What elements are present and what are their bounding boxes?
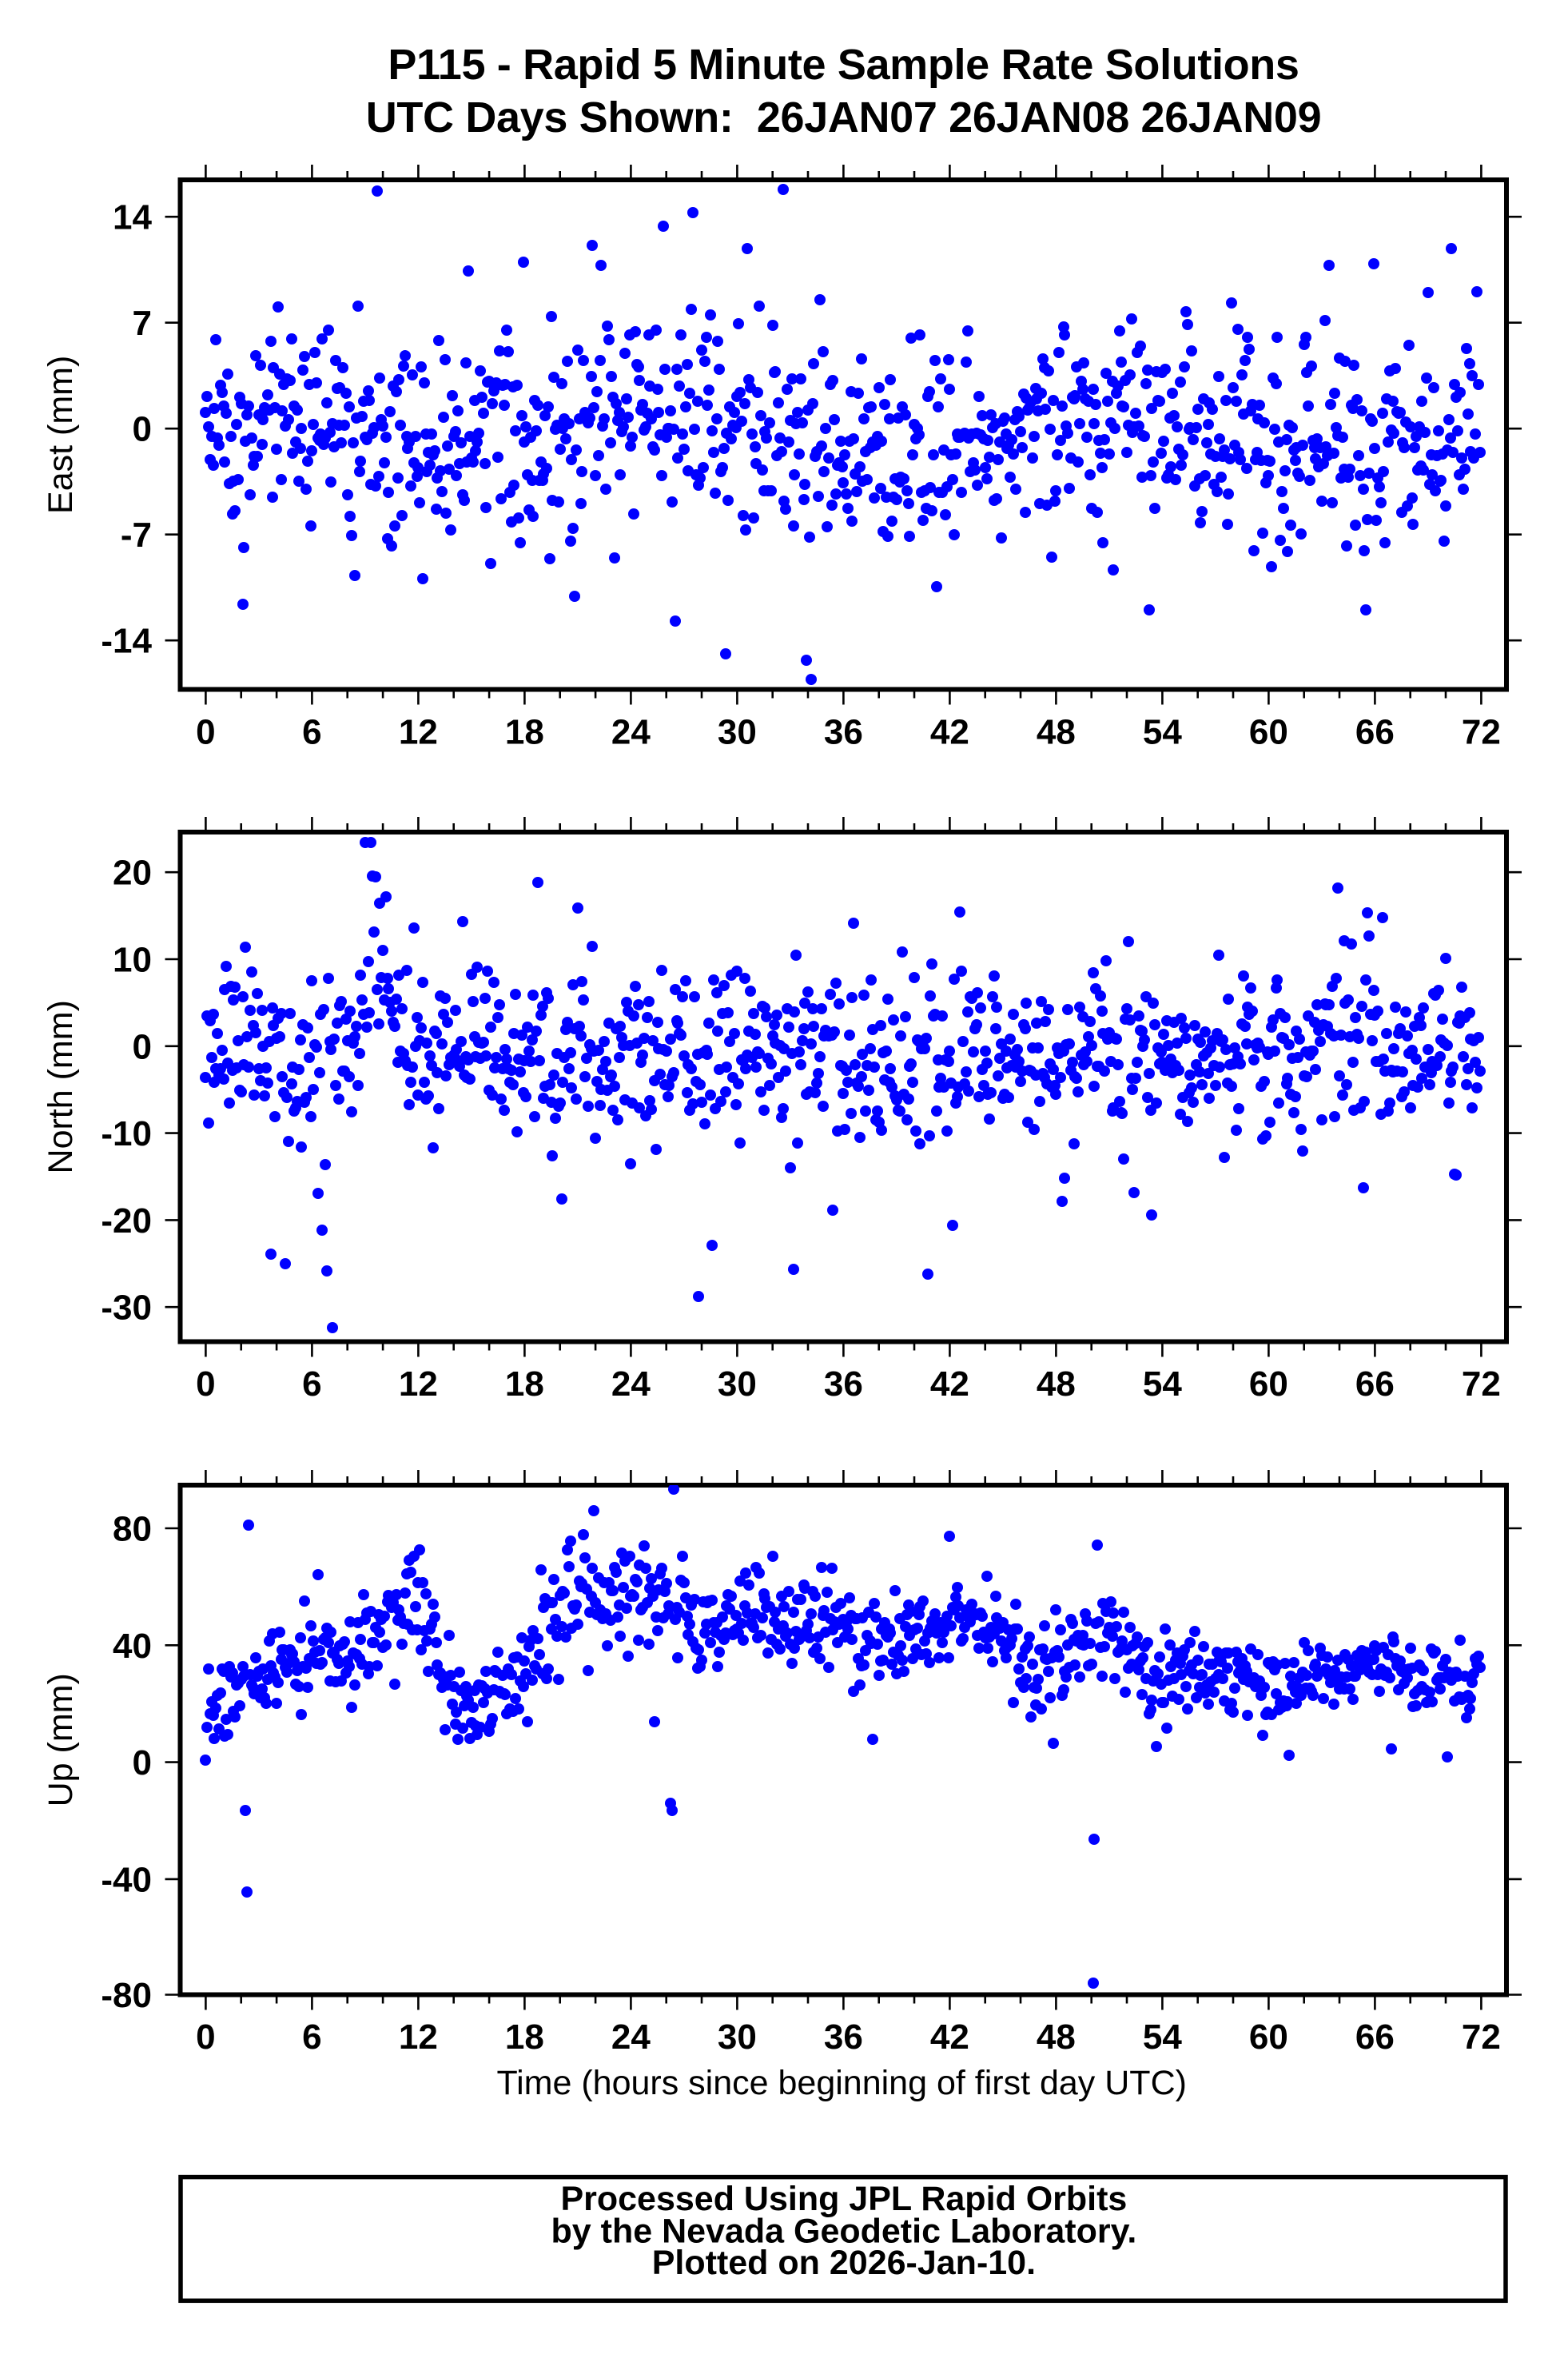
svg-text:-80: -80 <box>101 1976 152 2015</box>
svg-text:-7: -7 <box>121 516 152 555</box>
svg-text:24: 24 <box>611 713 651 752</box>
svg-text:36: 36 <box>824 713 863 752</box>
svg-text:48: 48 <box>1037 2017 1076 2057</box>
svg-text:P115 - Rapid 5 Minute Sample R: P115 - Rapid 5 Minute Sample Rate Soluti… <box>388 41 1299 89</box>
svg-text:72: 72 <box>1462 1364 1501 1404</box>
svg-text:80: 80 <box>113 1510 152 1549</box>
svg-text:60: 60 <box>1249 2017 1288 2057</box>
svg-text:24: 24 <box>611 2017 651 2057</box>
svg-text:0: 0 <box>196 2017 215 2057</box>
svg-text:12: 12 <box>399 2017 438 2057</box>
svg-text:12: 12 <box>399 1364 438 1404</box>
svg-text:0: 0 <box>133 410 152 449</box>
svg-text:10: 10 <box>113 941 152 980</box>
svg-text:14: 14 <box>113 198 152 237</box>
svg-text:0: 0 <box>196 1364 215 1404</box>
svg-text:Processed Using JPL Rapid Orbi: Processed Using JPL Rapid Orbits <box>560 2180 1127 2218</box>
svg-text:54: 54 <box>1143 1364 1182 1404</box>
svg-text:72: 72 <box>1462 713 1501 752</box>
svg-text:54: 54 <box>1143 2017 1182 2057</box>
svg-text:42: 42 <box>930 1364 969 1404</box>
svg-text:UTC Days Shown: 26JAN07 26JAN: UTC Days Shown: 26JAN07 26JAN08 26JAN09 <box>366 94 1322 141</box>
svg-text:-30: -30 <box>101 1289 152 1328</box>
svg-text:-10: -10 <box>101 1114 152 1153</box>
svg-text:36: 36 <box>824 2017 863 2057</box>
svg-text:East (mm): East (mm) <box>42 356 80 514</box>
svg-text:18: 18 <box>505 1364 544 1404</box>
svg-text:30: 30 <box>718 713 757 752</box>
svg-text:Plotted on 2026-Jan-10.: Plotted on 2026-Jan-10. <box>652 2244 1036 2282</box>
svg-text:6: 6 <box>302 1364 321 1404</box>
svg-text:6: 6 <box>302 2017 321 2057</box>
svg-text:48: 48 <box>1037 1364 1076 1404</box>
svg-text:18: 18 <box>505 713 544 752</box>
svg-text:72: 72 <box>1462 2017 1501 2057</box>
svg-text:0: 0 <box>133 1743 152 1782</box>
svg-text:60: 60 <box>1249 1364 1288 1404</box>
svg-text:54: 54 <box>1143 713 1182 752</box>
svg-text:40: 40 <box>113 1627 152 1666</box>
svg-text:-14: -14 <box>101 622 152 661</box>
svg-text:60: 60 <box>1249 713 1288 752</box>
svg-text:12: 12 <box>399 713 438 752</box>
svg-text:0: 0 <box>196 713 215 752</box>
svg-text:6: 6 <box>302 713 321 752</box>
svg-text:30: 30 <box>718 2017 757 2057</box>
svg-text:0: 0 <box>133 1027 152 1066</box>
svg-text:-20: -20 <box>101 1201 152 1241</box>
svg-text:30: 30 <box>718 1364 757 1404</box>
svg-text:36: 36 <box>824 1364 863 1404</box>
svg-text:42: 42 <box>930 2017 969 2057</box>
svg-text:20: 20 <box>113 854 152 893</box>
svg-text:66: 66 <box>1355 713 1395 752</box>
svg-text:North (mm): North (mm) <box>42 1000 80 1173</box>
svg-text:66: 66 <box>1355 1364 1395 1404</box>
svg-text:by the Nevada Geodetic Laborat: by the Nevada Geodetic Laboratory. <box>551 2212 1137 2250</box>
svg-text:42: 42 <box>930 713 969 752</box>
svg-text:7: 7 <box>133 304 152 343</box>
svg-text:-40: -40 <box>101 1860 152 1899</box>
svg-text:48: 48 <box>1037 713 1076 752</box>
svg-text:66: 66 <box>1355 2017 1395 2057</box>
svg-text:18: 18 <box>505 2017 544 2057</box>
svg-text:Time (hours since beginning of: Time (hours since beginning of first day… <box>496 2064 1187 2102</box>
svg-text:24: 24 <box>611 1364 651 1404</box>
svg-text:Up (mm): Up (mm) <box>42 1673 80 1806</box>
